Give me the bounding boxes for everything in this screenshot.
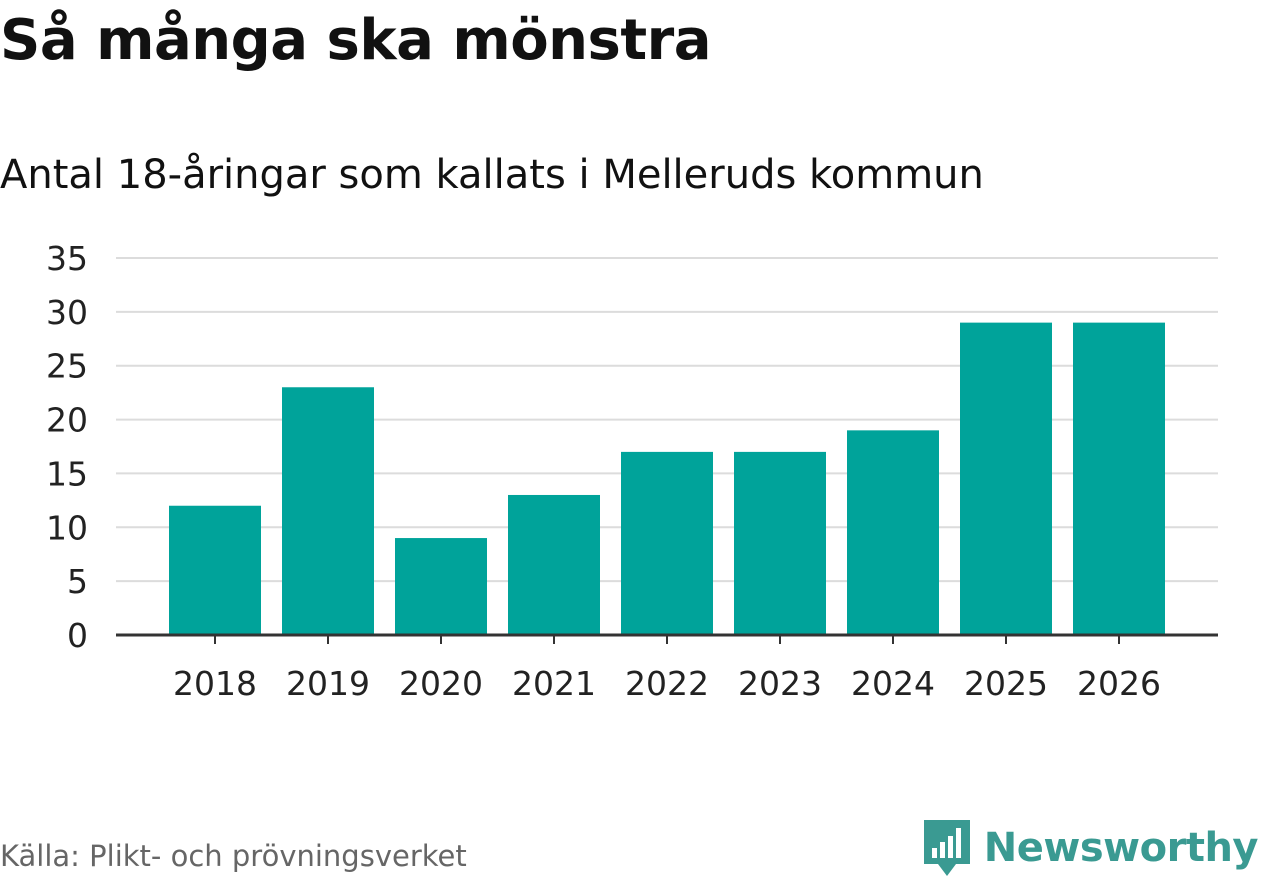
chart-title: Så många ska mönstra: [0, 8, 712, 73]
bar-2022: [621, 451, 713, 635]
bar-2026: [1073, 322, 1165, 635]
bar-2025: [960, 322, 1052, 635]
x-tick-label: 2021: [512, 664, 596, 703]
x-tick-label: 2026: [1077, 664, 1161, 703]
y-tick-label: 35: [46, 239, 88, 278]
bar-2024: [847, 430, 939, 635]
x-tick-label: 2018: [173, 664, 257, 703]
x-tick-label: 2023: [738, 664, 822, 703]
y-tick-label: 20: [46, 401, 88, 440]
source-note: Källa: Plikt- och prövningsverket: [0, 839, 467, 873]
y-tick-label: 15: [46, 454, 88, 493]
x-tick-label: 2020: [399, 664, 483, 703]
y-tick-label: 25: [46, 347, 88, 386]
bar-2019: [282, 387, 374, 635]
y-tick-label: 30: [46, 293, 88, 332]
y-tick-label: 10: [46, 508, 88, 547]
y-tick-label: 0: [67, 616, 88, 655]
bar-2021: [508, 494, 600, 635]
bar-2018: [169, 505, 261, 635]
x-tick-label: 2019: [286, 664, 370, 703]
brand-name: Newsworthy: [983, 825, 1259, 871]
chart-subtitle: Antal 18-åringar som kallats i Melleruds…: [0, 152, 984, 198]
x-tick-label: 2022: [625, 664, 709, 703]
x-tick-label: 2025: [964, 664, 1048, 703]
brand: Newsworthy: [922, 818, 1259, 878]
x-tick-label: 2024: [851, 664, 935, 703]
y-tick-label: 5: [67, 562, 88, 601]
newsworthy-logo-icon: [923, 820, 970, 876]
bar-2020: [395, 538, 487, 635]
bar-2023: [734, 451, 826, 635]
